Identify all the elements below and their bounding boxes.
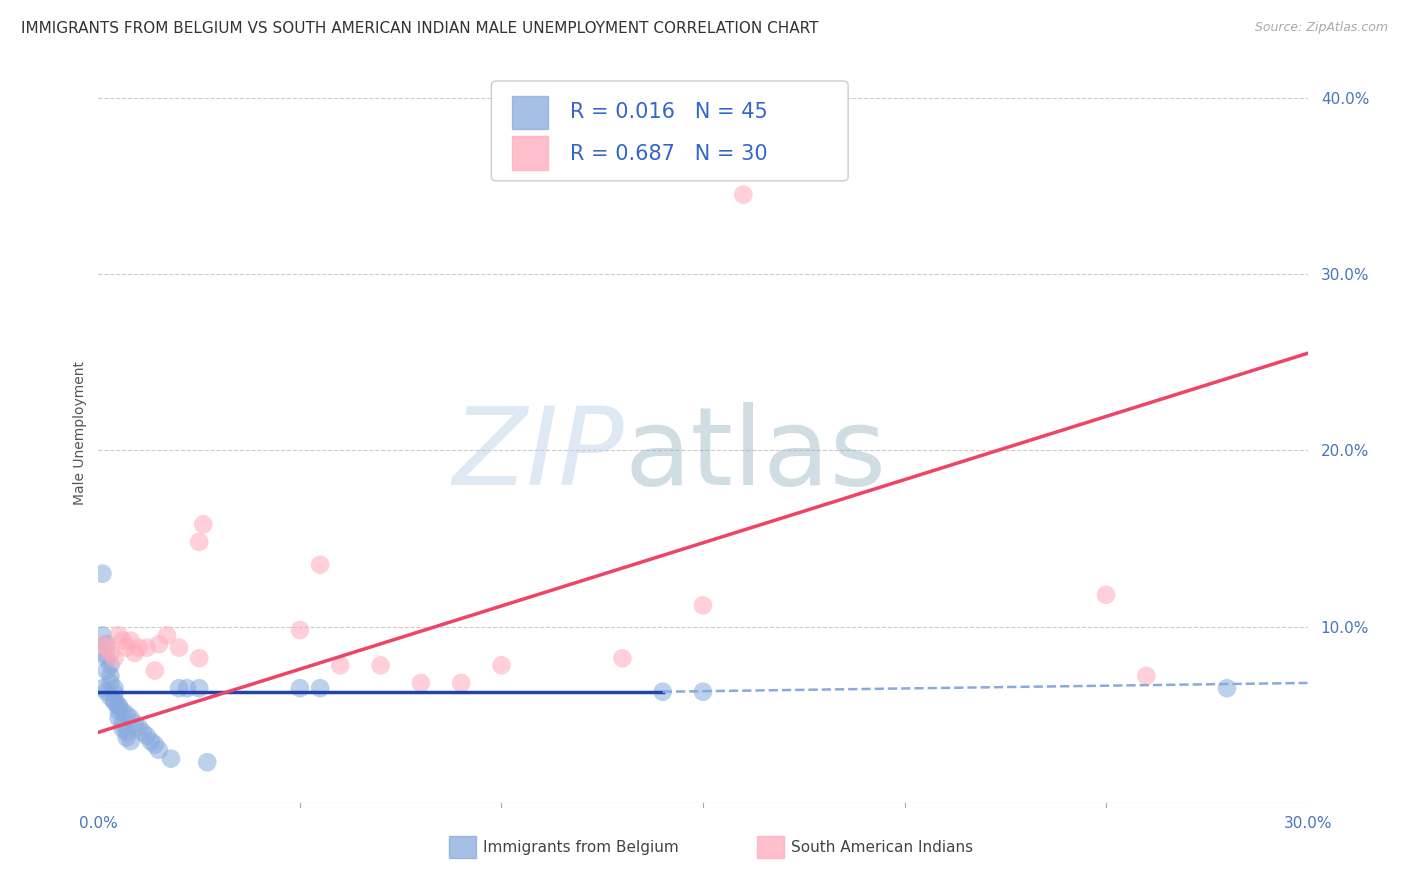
Point — [103, 693, 125, 707]
Point — [120, 734, 142, 748]
Point — [96, 664, 118, 678]
Point — [188, 651, 211, 665]
Y-axis label: Male Unemployment: Male Unemployment — [73, 360, 87, 505]
Point — [1216, 681, 1239, 696]
Point — [692, 599, 714, 613]
Point — [135, 729, 157, 743]
Point — [111, 633, 134, 648]
Point — [96, 651, 118, 665]
Point — [103, 651, 125, 665]
Point — [167, 681, 190, 696]
Bar — [512, 136, 548, 169]
Point — [103, 681, 125, 696]
Point — [329, 658, 352, 673]
Point — [143, 738, 166, 752]
FancyBboxPatch shape — [492, 81, 848, 181]
Point — [156, 628, 179, 642]
Point — [370, 658, 392, 673]
Point — [100, 646, 122, 660]
Point — [96, 685, 118, 699]
Point — [124, 646, 146, 660]
Point — [288, 681, 311, 696]
Text: South American Indians: South American Indians — [792, 839, 973, 855]
Bar — [449, 836, 475, 858]
Point — [103, 686, 125, 700]
Point — [651, 685, 673, 699]
Point — [128, 720, 150, 734]
Point — [733, 187, 755, 202]
Point — [288, 623, 311, 637]
Point — [115, 725, 138, 739]
Bar — [758, 836, 785, 858]
Point — [188, 681, 211, 696]
Point — [491, 658, 513, 673]
Point — [96, 640, 118, 655]
Point — [100, 690, 122, 704]
Point — [148, 637, 170, 651]
Point — [120, 633, 142, 648]
Point — [111, 704, 134, 718]
Point — [111, 722, 134, 736]
Text: Source: ZipAtlas.com: Source: ZipAtlas.com — [1254, 21, 1388, 34]
Point — [107, 698, 129, 713]
Point — [309, 681, 332, 696]
Point — [450, 676, 472, 690]
Point — [107, 711, 129, 725]
Point — [1135, 669, 1157, 683]
Point — [107, 704, 129, 718]
Text: R = 0.016   N = 45: R = 0.016 N = 45 — [569, 102, 768, 122]
Point — [100, 669, 122, 683]
Text: Immigrants from Belgium: Immigrants from Belgium — [482, 839, 679, 855]
Point — [139, 734, 162, 748]
Point — [132, 725, 155, 739]
Point — [100, 658, 122, 673]
Point — [692, 685, 714, 699]
Point — [115, 640, 138, 655]
Point — [167, 640, 190, 655]
Bar — [512, 95, 548, 129]
Point — [107, 628, 129, 642]
Point — [100, 676, 122, 690]
Point — [143, 664, 166, 678]
Point — [91, 646, 114, 660]
Point — [91, 681, 114, 696]
Point — [91, 628, 114, 642]
Text: R = 0.687   N = 30: R = 0.687 N = 30 — [569, 144, 768, 163]
Point — [160, 752, 183, 766]
Point — [128, 640, 150, 655]
Text: atlas: atlas — [624, 401, 886, 508]
Point — [612, 651, 634, 665]
Point — [124, 716, 146, 731]
Point — [309, 558, 332, 572]
Point — [96, 637, 118, 651]
Point — [193, 517, 215, 532]
Point — [188, 535, 211, 549]
Point — [120, 711, 142, 725]
Point — [409, 676, 432, 690]
Point — [103, 695, 125, 709]
Point — [115, 707, 138, 722]
Point — [135, 640, 157, 655]
Point — [148, 743, 170, 757]
Text: IMMIGRANTS FROM BELGIUM VS SOUTH AMERICAN INDIAN MALE UNEMPLOYMENT CORRELATION C: IMMIGRANTS FROM BELGIUM VS SOUTH AMERICA… — [21, 21, 818, 36]
Text: ZIP: ZIP — [453, 402, 624, 508]
Point — [91, 566, 114, 581]
Point — [1095, 588, 1118, 602]
Point — [176, 681, 198, 696]
Point — [91, 637, 114, 651]
Point — [107, 698, 129, 713]
Point — [115, 731, 138, 745]
Point — [111, 716, 134, 731]
Point — [195, 756, 218, 770]
